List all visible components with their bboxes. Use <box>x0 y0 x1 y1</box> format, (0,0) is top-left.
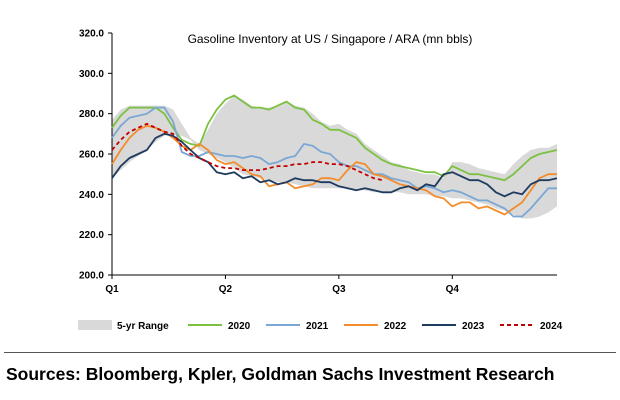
chart-title: Gasoline Inventory at US / Singapore / A… <box>188 32 473 46</box>
legend: 5-yr Range 2020 2021 2022 2023 2024 <box>78 320 563 332</box>
series-line-2022 <box>111 124 557 216</box>
x-tick-label: Q1 <box>105 284 119 295</box>
legend-label-2023: 2023 <box>462 321 485 332</box>
y-tick-label: 220.0 <box>79 230 104 241</box>
sources-note: Sources: Bloomberg, Kpler, Goldman Sachs… <box>6 364 555 384</box>
y-tick-label: 300.0 <box>79 69 104 80</box>
series-line-2021 <box>111 106 557 218</box>
series-line-2023 <box>111 132 558 198</box>
x-tick-label: Q2 <box>219 284 233 295</box>
y-tick-label: 240.0 <box>79 190 104 201</box>
legend-label-2021: 2021 <box>306 321 329 332</box>
legend-label-2022: 2022 <box>384 321 407 332</box>
y-tick-label: 260.0 <box>79 150 104 161</box>
x-tick-label: Q4 <box>446 284 460 295</box>
legend-label-2024: 2024 <box>540 321 563 332</box>
legend-label-range: 5-yr Range <box>117 321 169 332</box>
plot-area: 200.0 220.0 240.0 260.0 280.0 300.0 320.0 Q1 Q2 Q… <box>79 29 558 295</box>
y-tick-label: 320.0 <box>79 29 104 40</box>
footer-divider <box>4 352 616 353</box>
series-line-2020 <box>111 94 558 182</box>
y-tick-label: 200.0 <box>79 271 104 282</box>
x-tick-label: Q3 <box>332 284 346 295</box>
legend-swatch-range <box>78 320 112 330</box>
y-tick-label: 280.0 <box>79 109 104 120</box>
legend-label-2020: 2020 <box>228 321 251 332</box>
